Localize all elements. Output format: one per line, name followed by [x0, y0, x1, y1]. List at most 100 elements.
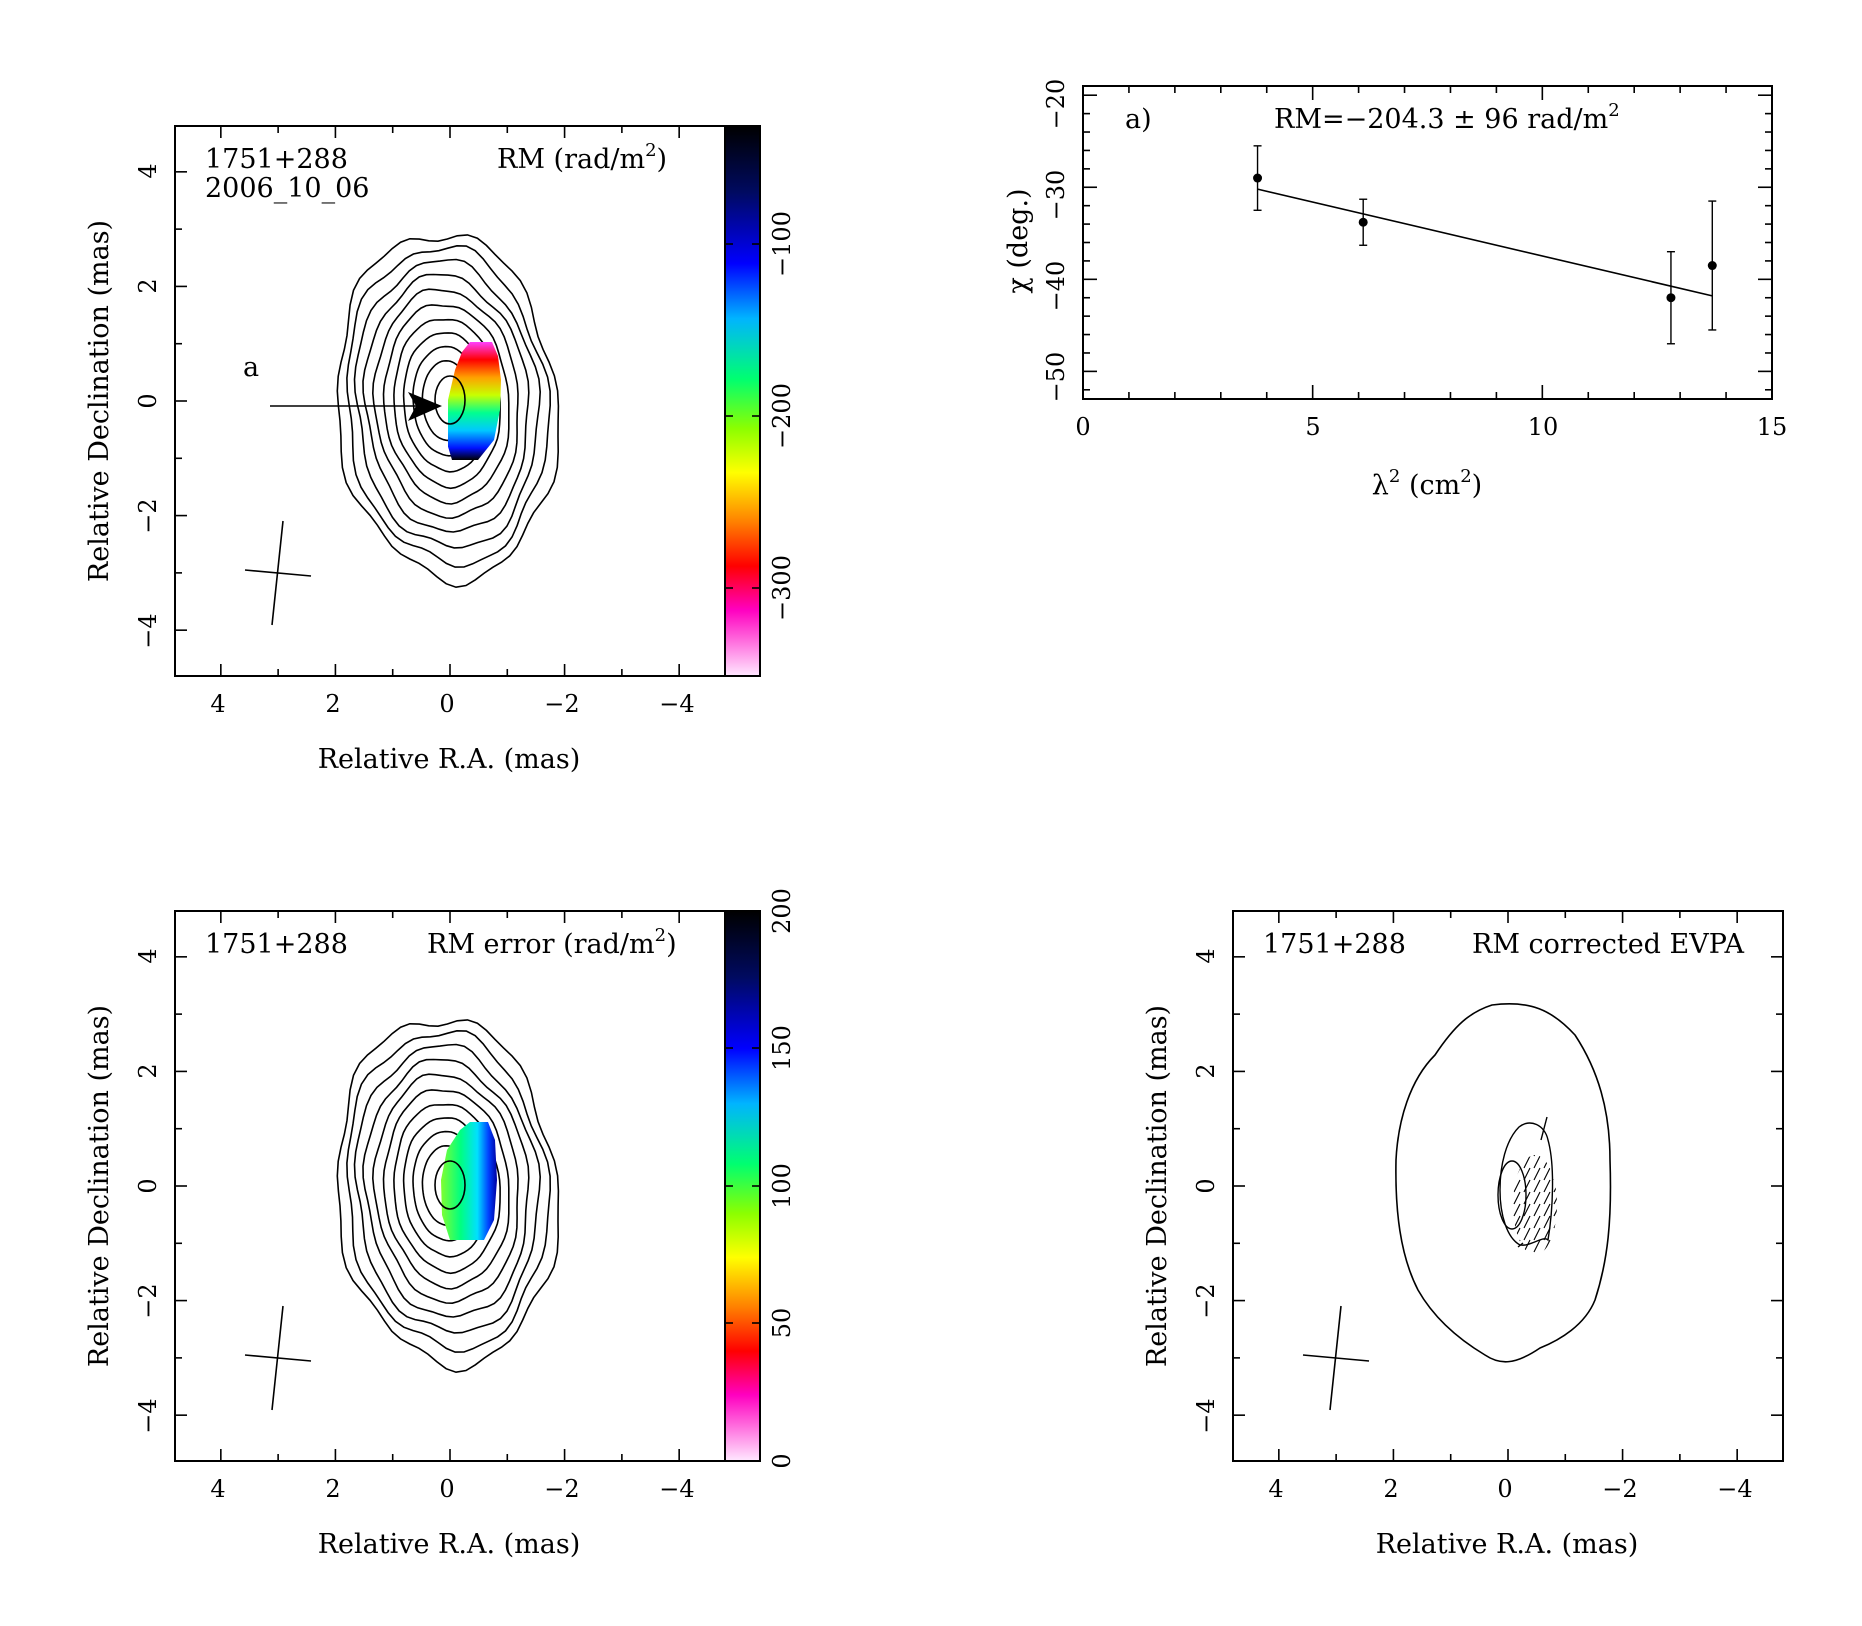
data-point: [1666, 293, 1676, 303]
evpa-xtick: −2: [1602, 1475, 1637, 1503]
rm-map-color-region: [448, 342, 501, 460]
rm-fit-xtick: 10: [1528, 413, 1559, 441]
rm-map-xtick: −2: [544, 690, 579, 718]
rm-error-ytick: 2: [134, 1063, 162, 1078]
contour-line: [402, 332, 492, 473]
rm-error-ytick-labels: 4 2 0 −2 −4: [134, 948, 162, 1433]
contour-line: [346, 1029, 552, 1353]
rm-error-ytick: −2: [134, 1283, 162, 1318]
evpa-ytick: −2: [1192, 1283, 1220, 1318]
rm-map-colorbar-ticks: [725, 243, 760, 589]
evpa-vector: [1523, 1239, 1531, 1253]
rm-fit-annotation: RM=−204.3 ± 96 rad/m2: [1274, 100, 1620, 135]
rm-map-xtick: −4: [659, 690, 694, 718]
evpa-vector: [1533, 1215, 1541, 1229]
rm-map-ytick: 2: [134, 278, 162, 293]
rm-map-xlabel: Relative R.A. (mas): [318, 744, 581, 775]
rm-map-xtick: 2: [325, 690, 340, 718]
rm-error-ytick: 4: [134, 948, 162, 963]
rm-map-epoch: 2006_10_06: [205, 173, 369, 204]
rm-fit-ticks: [1082, 86, 1773, 399]
rm-fit-ylabel: χ (deg.): [1003, 188, 1034, 293]
rm-error-cbar-tick: 0: [768, 1453, 796, 1468]
evpa-vector: [1523, 1179, 1531, 1193]
rm-fit-ytick: −20: [1042, 79, 1070, 130]
evpa-vector: [1553, 1167, 1557, 1181]
evpa-vector: [1504, 1192, 1510, 1204]
rm-error-source: 1751+288: [205, 929, 348, 960]
evpa-source: 1751+288: [1263, 929, 1406, 960]
evpa-vector: [1504, 1240, 1510, 1252]
rm-error-beam: [244, 1305, 312, 1411]
contour-line: [382, 304, 510, 505]
rm-error-xlabel: Relative R.A. (mas): [318, 1529, 581, 1560]
evpa-vector: [1523, 1215, 1531, 1229]
evpa-vector: [1553, 1155, 1557, 1169]
rm-fit-label: a): [1125, 104, 1152, 135]
contour-line: [353, 1043, 542, 1334]
rm-error-label: RM error (rad/m2): [427, 925, 677, 960]
evpa-vector: [1504, 1180, 1510, 1192]
evpa-ytick-labels: 4 2 0 −2 −4: [1192, 948, 1220, 1433]
rm-error-xtick: 2: [325, 1475, 340, 1503]
evpa-vector: [1513, 1203, 1521, 1217]
rm-map-cbar-tick-1: −100: [768, 211, 796, 277]
evpa-ytick: 0: [1192, 1178, 1220, 1193]
evpa-vector: [1523, 1155, 1531, 1157]
data-point: [1707, 261, 1717, 271]
evpa-vector: [1523, 1227, 1531, 1241]
rm-fit-ytick: −50: [1042, 352, 1070, 403]
evpa-vector: [1533, 1227, 1541, 1241]
evpa-vector: [1553, 1191, 1557, 1205]
rm-error-colorbar-ticks: [725, 1047, 760, 1324]
rm-fit-data: [1253, 145, 1717, 345]
evpa-vector: [1533, 1191, 1541, 1205]
evpa-vector: [1523, 1191, 1531, 1205]
evpa-ylabel: Relative Declination (mas): [1142, 1005, 1173, 1367]
contour-line: [371, 1073, 519, 1305]
contour-line: [393, 318, 501, 490]
rm-map-ytick: 4: [134, 163, 162, 178]
evpa-vector: [1533, 1203, 1541, 1217]
rm-map-ytick: −4: [134, 613, 162, 648]
rm-error-cbar-tick: 100: [768, 1163, 796, 1209]
evpa-xtick-labels: 4 2 0 −2 −4: [1268, 1475, 1752, 1503]
rm-error-xtick: −4: [659, 1475, 694, 1503]
rm-error-xtick: 0: [439, 1475, 454, 1503]
evpa-vector: [1513, 1179, 1521, 1193]
evpa-vector: [1513, 1155, 1521, 1157]
contour-line: [393, 1103, 501, 1275]
rm-error-ytick: 0: [134, 1178, 162, 1193]
rm-map-colorbar: [724, 125, 761, 677]
evpa-vector: [1523, 1155, 1531, 1169]
evpa-vector: [1543, 1191, 1551, 1205]
evpa-outer-contour: [1395, 1003, 1612, 1363]
rm-map-cbar-tick-2: −200: [768, 383, 796, 449]
evpa-vector: [1553, 1215, 1557, 1229]
rm-error-contours: [336, 1019, 560, 1374]
evpa-xtick: 0: [1497, 1475, 1512, 1503]
rm-error-ytick: −4: [134, 1398, 162, 1433]
evpa-vector: [1504, 1204, 1510, 1216]
evpa-vector: [1533, 1167, 1541, 1181]
rm-map-ytick: −2: [134, 498, 162, 533]
evpa-vector: [1553, 1179, 1557, 1193]
rm-map-arrow: [270, 392, 442, 421]
evpa-vector: [1543, 1239, 1551, 1253]
rm-error-ticks: [175, 911, 680, 1461]
evpa-ytick: 2: [1192, 1063, 1220, 1078]
rm-fit-xtick-labels: 0 5 10 15: [1075, 413, 1787, 441]
rm-fit-ytick: −40: [1042, 261, 1070, 312]
evpa-ytick: 4: [1192, 948, 1220, 963]
evpa-vector: [1543, 1227, 1551, 1241]
evpa-xtick: 4: [1268, 1475, 1283, 1503]
rm-fit-ytick-labels: −20 −30 −40 −50: [1042, 79, 1070, 403]
rm-map-label: RM (rad/m2): [497, 140, 667, 175]
rm-map-beam: [244, 520, 312, 626]
evpa-label: RM corrected EVPA: [1472, 929, 1744, 960]
evpa-vector: [1533, 1179, 1541, 1193]
contour-line: [336, 1019, 560, 1374]
rm-map-xtick: 0: [439, 690, 454, 718]
contour-line: [362, 1058, 530, 1318]
evpa-vector: [1553, 1155, 1557, 1157]
